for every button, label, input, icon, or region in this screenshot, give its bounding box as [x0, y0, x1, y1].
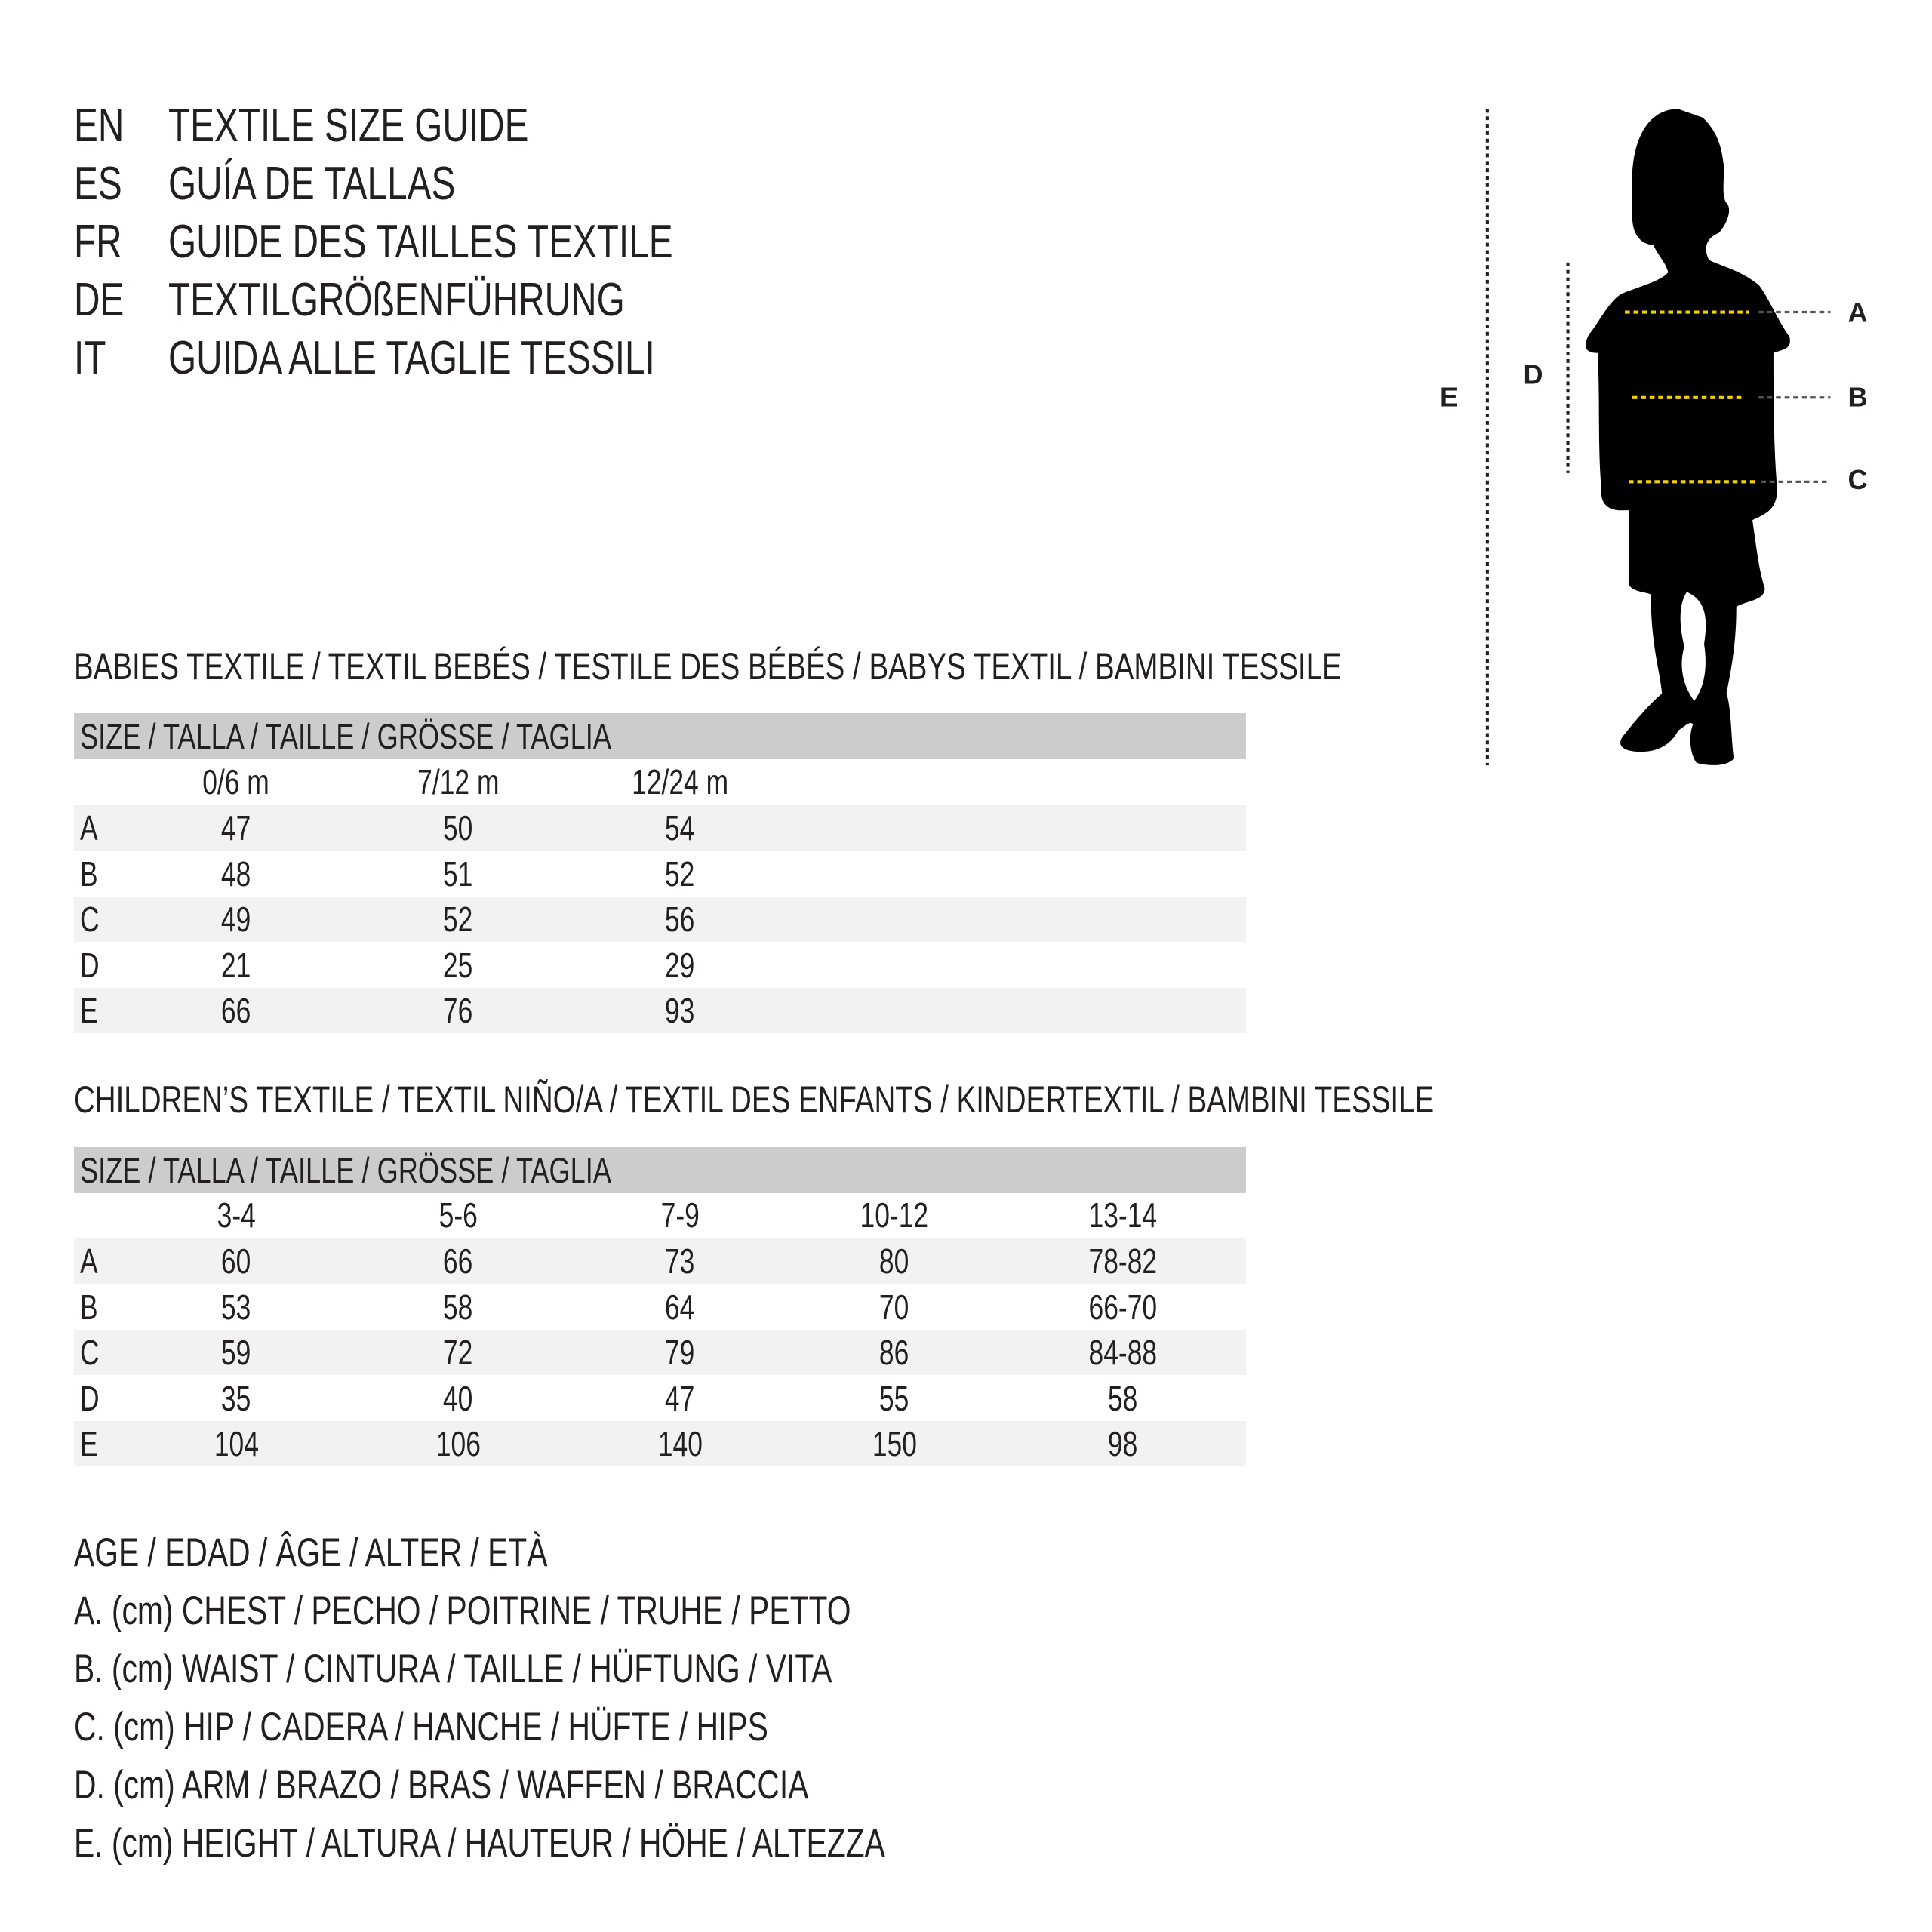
table-cell: 58	[443, 1287, 473, 1327]
table-cell: 47	[665, 1378, 695, 1418]
title-text: GUIDE DES TAILLES TEXTILE	[168, 216, 673, 268]
children-size-header: SIZE / TALLA / TAILLE / GRÖSSE / TAGLIA	[74, 1147, 1246, 1193]
babies-size-header: SIZE / TALLA / TAILLE / GRÖSSE / TAGLIA	[74, 713, 1246, 759]
table-cell: 66	[221, 991, 251, 1030]
column-header: 5-6	[438, 1195, 478, 1235]
table-cell: 50	[443, 808, 473, 848]
table-cell: 59	[221, 1333, 251, 1372]
column-header: 12/24 m	[632, 762, 728, 801]
label-b: B	[1847, 381, 1867, 412]
table-row: D 21 25 29	[74, 943, 1246, 988]
table-cell: 106	[435, 1424, 481, 1463]
label-e: E	[1440, 381, 1458, 412]
table-cell: 80	[879, 1241, 909, 1281]
table-cell: 21	[221, 945, 251, 985]
legend-arm: D. (cm) ARM / BRAZO / BRAS / WAFFEN / BR…	[74, 1763, 809, 1807]
table-cell: 84-88	[1088, 1333, 1158, 1372]
title-text: TEXTILE SIZE GUIDE	[168, 100, 529, 152]
table-cell: 76	[443, 991, 473, 1030]
table-cell: 150	[872, 1424, 917, 1463]
table-cell: 25	[443, 945, 473, 985]
table-cell: 72	[443, 1333, 473, 1372]
title-text: GUÍA DE TALLAS	[168, 158, 456, 210]
table-cell: 104	[214, 1424, 259, 1463]
table-row: C 59 72 79 86 84-88	[74, 1330, 1246, 1375]
table-row: A 47 50 54	[74, 805, 1246, 851]
children-heading: CHILDREN’S TEXTILE / TEXTIL NIÑO/A / TEX…	[74, 1078, 1435, 1121]
column-header-row: 0/6 m 7/12 m 12/24 m	[74, 759, 1246, 804]
lang-code: FR	[74, 216, 122, 268]
table-cell: 73	[665, 1241, 695, 1281]
babies-heading: BABIES TEXTILE / TEXTIL BEBÉS / TESTILE …	[74, 645, 1342, 688]
row-label: B	[80, 1287, 98, 1327]
lang-code: EN	[74, 100, 125, 152]
lang-code: ES	[74, 158, 122, 210]
title-text: GUIDA ALLE TAGLIE TESSILI	[168, 332, 655, 384]
table-row: B 48 51 52	[74, 851, 1246, 897]
table-row: E 104 106 140 150 98	[74, 1421, 1246, 1466]
row-label: A	[80, 1241, 98, 1281]
label-c: C	[1847, 464, 1867, 495]
table-cell: 49	[221, 900, 251, 939]
lang-code: DE	[74, 274, 125, 326]
table-cell: 54	[665, 808, 695, 848]
column-header: 0/6 m	[202, 762, 270, 801]
row-label: D	[80, 945, 100, 985]
row-label: C	[80, 900, 100, 939]
table-cell: 60	[221, 1241, 251, 1281]
table-cell: 140	[657, 1424, 703, 1463]
table-cell: 66	[443, 1241, 473, 1281]
row-label: C	[80, 1333, 100, 1372]
column-header: 7/12 m	[417, 762, 500, 801]
table-cell: 29	[665, 945, 695, 985]
table-cell: 55	[879, 1378, 909, 1418]
table-cell: 66-70	[1088, 1287, 1158, 1327]
table-cell: 48	[221, 854, 251, 894]
table-row: D 35 40 47 55 58	[74, 1376, 1246, 1421]
legend-hip: C. (cm) HIP / CADERA / HANCHE / HÜFTE / …	[74, 1705, 768, 1749]
column-header: 3-4	[217, 1195, 256, 1235]
table-cell: 47	[221, 808, 251, 848]
table-cell: 52	[443, 900, 473, 939]
row-label: E	[80, 1424, 98, 1463]
table-cell: 52	[665, 854, 695, 894]
row-label: E	[80, 991, 98, 1030]
row-label: D	[80, 1378, 100, 1418]
title-text: TEXTILGRÖßENFÜHRUNG	[168, 274, 625, 326]
table-row: C 49 52 56	[74, 897, 1246, 942]
table-row: E 66 76 93	[74, 988, 1246, 1033]
table-cell: 56	[665, 900, 695, 939]
table-row: B 53 58 64 70 66-70	[74, 1284, 1246, 1330]
column-header: 13-14	[1088, 1195, 1158, 1235]
table-cell: 70	[879, 1287, 909, 1327]
row-label: A	[80, 808, 98, 848]
table-cell: 35	[221, 1378, 251, 1418]
table-cell: 51	[443, 854, 473, 894]
legend-chest: A. (cm) CHEST / PECHO / POITRINE / TRUHE…	[74, 1589, 851, 1633]
table-cell: 64	[665, 1287, 695, 1327]
column-header: 10-12	[860, 1195, 929, 1235]
table-cell: 93	[665, 991, 695, 1030]
table-cell: 53	[221, 1287, 251, 1327]
child-silhouette-icon	[1586, 109, 1790, 765]
legend-age: AGE / EDAD / ÂGE / ALTER / ETÀ	[74, 1531, 548, 1575]
table-cell: 58	[1108, 1378, 1138, 1418]
lang-code: IT	[74, 332, 106, 384]
table-row: A 60 66 73 80 78-82	[74, 1238, 1246, 1284]
label-a: A	[1847, 297, 1867, 328]
table-cell: 79	[665, 1333, 695, 1372]
column-header-row: 3-4 5-6 7-9 10-12 13-14	[74, 1192, 1246, 1238]
row-label: B	[80, 854, 98, 894]
table-cell: 86	[879, 1333, 909, 1372]
column-header: 7-9	[660, 1195, 700, 1235]
table-cell: 78-82	[1088, 1241, 1158, 1281]
legend-height: E. (cm) HEIGHT / ALTURA / HAUTEUR / HÖHE…	[74, 1821, 885, 1866]
legend-waist: B. (cm) WAIST / CINTURA / TAILLE / HÜFTU…	[74, 1647, 832, 1691]
table-cell: 40	[443, 1378, 473, 1418]
table-cell: 98	[1108, 1424, 1138, 1463]
label-d: D	[1524, 359, 1543, 390]
